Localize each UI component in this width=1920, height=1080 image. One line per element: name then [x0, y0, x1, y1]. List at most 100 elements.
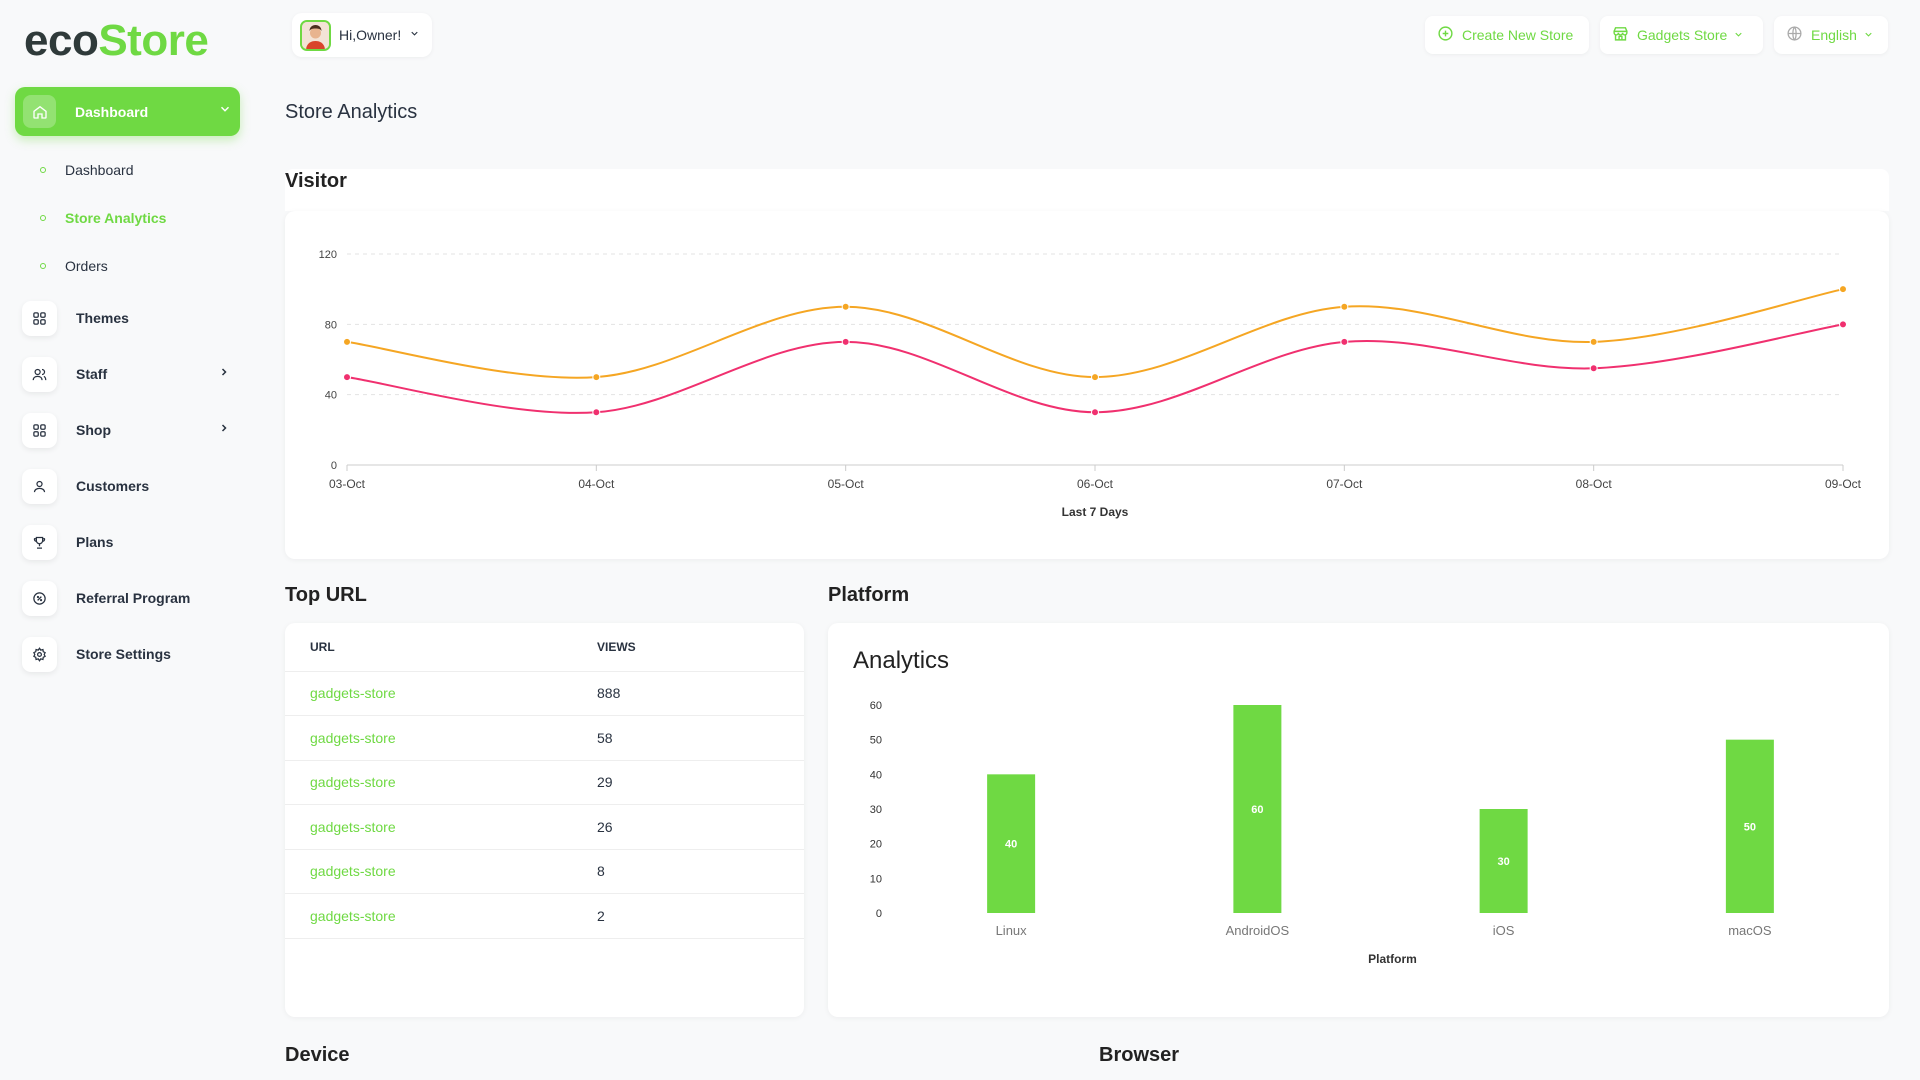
table-row: gadgets-store 2 — [285, 893, 804, 939]
chart-title: Analytics — [853, 647, 950, 674]
data-point[interactable] — [1589, 364, 1598, 373]
data-point[interactable] — [841, 302, 850, 311]
create-store-label: Create New Store — [1462, 27, 1574, 43]
x-tick-label: 05-Oct — [828, 477, 865, 491]
sidebar-item-staff[interactable]: Staff — [0, 346, 262, 402]
submenu-item-orders[interactable]: Orders — [0, 242, 262, 290]
globe-icon — [1786, 25, 1803, 45]
table-row: gadgets-store 58 — [285, 715, 804, 761]
bullet-icon — [40, 167, 46, 173]
sidebar-item-label: Plans — [76, 534, 114, 550]
app-logo[interactable]: ecoStore — [24, 16, 209, 66]
submenu-item-store-analytics[interactable]: Store Analytics — [0, 194, 262, 242]
x-tick-label: AndroidOS — [1226, 923, 1290, 938]
language-switcher[interactable]: English — [1774, 16, 1888, 54]
discount-icon — [22, 580, 57, 616]
user-menu[interactable]: Hi,Owner! — [292, 13, 432, 57]
language-label: English — [1811, 27, 1857, 43]
series-line-0 — [346, 288, 1844, 379]
data-point[interactable] — [1091, 373, 1099, 382]
sidebar-item-themes[interactable]: Themes — [0, 290, 262, 346]
chevron-down-icon — [218, 102, 232, 121]
sidebar-item-plans[interactable]: Plans — [0, 514, 262, 570]
visitor-chart-card: 0 40 80 120 03-Oct 04-Oct 05-Oct 06-Oct 07-Oct 08… — [285, 211, 1889, 559]
bar[interactable] — [1233, 705, 1282, 913]
data-point[interactable] — [1340, 302, 1349, 311]
x-tick-label: Linux — [996, 923, 1028, 938]
bar[interactable] — [1725, 739, 1774, 913]
store-switcher[interactable]: Gadgets Store — [1600, 16, 1763, 54]
platform-bar-chart: 0 10 20 30 40 50 60 40 Linux 60 AndroidOS 30 iOS 50 ma… — [870, 700, 1774, 966]
sidebar-item-label: Store Settings — [76, 646, 171, 662]
sidebar: ecoStore Dashboard Dashboard Store Analy… — [0, 0, 262, 1080]
bar-value-label: 50 — [1744, 821, 1756, 833]
y-tick-label: 40 — [325, 390, 337, 402]
sidebar-item-customers[interactable]: Customers — [0, 458, 262, 514]
x-tick-label: 06-Oct — [1077, 477, 1114, 491]
bullet-icon — [40, 215, 46, 221]
table-row: gadgets-store 26 — [285, 804, 804, 850]
views-cell: 8 — [597, 849, 804, 894]
avatar — [300, 19, 331, 51]
y-tick-label: 30 — [870, 804, 882, 816]
gear-icon — [22, 636, 57, 672]
sidebar-item-label: Dashboard — [75, 103, 149, 120]
x-tick-label: macOS — [1728, 923, 1772, 938]
greeting-text: Hi,Owner! — [339, 27, 402, 43]
url-link[interactable]: gadgets-store — [310, 774, 396, 791]
sidebar-item-label: Referral Program — [76, 590, 191, 606]
url-link[interactable]: gadgets-store — [310, 863, 396, 880]
url-link[interactable]: gadgets-store — [310, 685, 396, 702]
sidebar-item-referral-program[interactable]: Referral Program — [0, 570, 262, 626]
platform-section-title: Platform — [828, 584, 910, 606]
data-point[interactable] — [1839, 320, 1847, 329]
data-point[interactable] — [1589, 337, 1598, 346]
bar-value-label: 30 — [1498, 856, 1510, 868]
dashboard-submenu: Dashboard Store Analytics Orders — [0, 146, 262, 290]
y-tick-label: 80 — [325, 319, 337, 331]
bar[interactable] — [1479, 809, 1528, 913]
sidebar-item-shop[interactable]: Shop — [0, 402, 262, 458]
data-point[interactable] — [1091, 408, 1099, 417]
top-url-section-title: Top URL — [285, 584, 367, 606]
user-icon — [22, 468, 57, 504]
data-point[interactable] — [592, 408, 601, 417]
data-point[interactable] — [592, 373, 601, 382]
sidebar-item-label: Staff — [76, 366, 108, 382]
trophy-icon — [22, 524, 57, 560]
y-tick-label: 50 — [870, 735, 882, 747]
views-cell: 26 — [597, 804, 804, 850]
views-cell: 2 — [597, 893, 804, 939]
views-cell: 29 — [597, 760, 804, 805]
url-link[interactable]: gadgets-store — [310, 907, 396, 924]
sidebar-item-dashboard[interactable]: Dashboard — [15, 87, 240, 136]
submenu-label: Orders — [65, 258, 108, 274]
url-link[interactable]: gadgets-store — [310, 818, 396, 835]
visitor-line-chart: 0 40 80 120 03-Oct 04-Oct 05-Oct 06-Oct 07-Oct 08… — [319, 249, 1862, 519]
store-icon — [1612, 25, 1629, 45]
data-point[interactable] — [1340, 337, 1349, 346]
sidebar-menu: Dashboard Dashboard Store Analytics Orde… — [0, 87, 262, 682]
submenu-item-dashboard[interactable]: Dashboard — [0, 146, 262, 194]
x-tick-label: 03-Oct — [329, 477, 366, 491]
sidebar-item-store-settings[interactable]: Store Settings — [0, 626, 262, 682]
data-point[interactable] — [1839, 285, 1847, 294]
url-link[interactable]: gadgets-store — [310, 729, 396, 746]
home-icon — [23, 95, 56, 128]
chevron-down-icon — [1863, 27, 1874, 43]
y-tick-label: 0 — [331, 460, 337, 472]
grid-icon — [22, 300, 57, 336]
chevron-right-icon — [218, 421, 230, 439]
views-cell: 888 — [597, 671, 804, 716]
bar[interactable] — [987, 774, 1036, 913]
x-axis-label: Platform — [1368, 952, 1417, 966]
sidebar-item-label: Themes — [76, 310, 129, 326]
current-store-label: Gadgets Store — [1637, 27, 1728, 43]
y-tick-label: 60 — [870, 700, 882, 712]
data-point[interactable] — [841, 337, 850, 346]
sidebar-item-label: Customers — [76, 478, 150, 494]
data-point[interactable] — [343, 373, 351, 382]
browser-section-title: Browser — [1099, 1044, 1180, 1066]
data-point[interactable] — [343, 337, 351, 346]
create-store-button[interactable]: Create New Store — [1425, 16, 1589, 54]
